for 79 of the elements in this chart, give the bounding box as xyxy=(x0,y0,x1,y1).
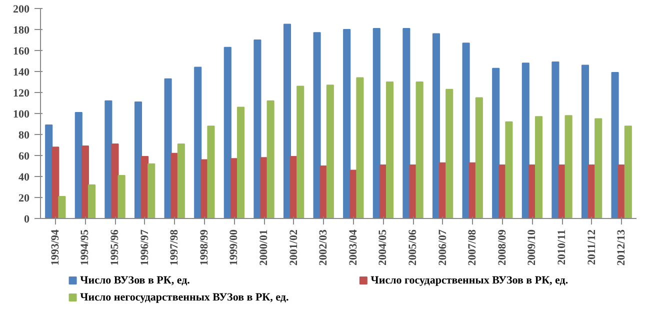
bar xyxy=(552,62,560,218)
bar xyxy=(207,126,215,218)
bar xyxy=(88,184,96,218)
bar xyxy=(194,66,202,218)
bar xyxy=(534,116,543,218)
bar xyxy=(283,24,292,218)
legend-label: Число государственных ВУЗов в РК, ед. xyxy=(370,274,568,286)
bar xyxy=(134,101,142,218)
x-tick-label: 1995/96 xyxy=(109,229,121,266)
x-tick-label: 1993/94 xyxy=(49,229,62,266)
y-tick-label: 100 xyxy=(13,108,30,120)
bar xyxy=(581,64,590,218)
bar xyxy=(74,112,82,218)
x-tick-label: 2001/02 xyxy=(288,229,300,266)
bar xyxy=(611,72,619,218)
bar xyxy=(177,143,185,218)
x-tick-label: 2004/05 xyxy=(377,229,390,266)
bar xyxy=(148,163,156,218)
bar xyxy=(492,68,500,218)
bar xyxy=(356,77,364,218)
x-tick-label: 2002/03 xyxy=(318,229,330,266)
x-tick-label: 1997/98 xyxy=(168,229,181,266)
bar xyxy=(266,100,274,218)
bar xyxy=(446,88,454,218)
legend-label: Число ВУЗов в РК, ед. xyxy=(80,274,190,286)
bar xyxy=(313,32,321,218)
bar xyxy=(52,146,60,218)
bar xyxy=(260,157,268,218)
legend-label: Число негосударственных ВУЗов в РК, ед. xyxy=(80,292,289,304)
bar xyxy=(564,115,572,218)
y-tick-label: 0 xyxy=(24,214,30,226)
bar xyxy=(475,97,483,218)
bar xyxy=(594,118,602,218)
x-tick-label: 2009/10 xyxy=(526,229,538,266)
bar xyxy=(254,40,262,218)
y-tick-label: 140 xyxy=(13,66,30,78)
bar xyxy=(462,42,470,218)
bar xyxy=(81,146,89,218)
x-tick-label: 1994/95 xyxy=(79,229,92,266)
y-tick-label: 80 xyxy=(18,130,30,142)
y-tick-label: 200 xyxy=(13,4,30,16)
x-tick-label: 1999/00 xyxy=(228,229,240,266)
bar xyxy=(416,82,424,218)
bar xyxy=(372,28,380,218)
y-tick-label: 180 xyxy=(13,24,30,36)
bar xyxy=(505,121,513,218)
y-tick-label: 60 xyxy=(18,150,30,162)
x-tick-label: 2008/09 xyxy=(496,229,508,266)
y-tick-label: 160 xyxy=(13,46,30,58)
x-tick-label: 2012/13 xyxy=(616,229,628,266)
x-tick-label: 2010/11 xyxy=(556,229,568,265)
x-tick-label: 2000/01 xyxy=(258,229,270,266)
bar xyxy=(402,28,410,218)
x-tick-label: 2006/07 xyxy=(436,229,449,266)
bar xyxy=(111,143,119,218)
x-tick-label: 1998/99 xyxy=(198,229,210,266)
bar xyxy=(164,78,172,218)
bar xyxy=(236,106,245,218)
bar xyxy=(522,62,530,218)
y-tick-label: 40 xyxy=(18,172,30,184)
x-tick-label: 2007/08 xyxy=(466,229,479,266)
bar xyxy=(409,164,417,218)
bar xyxy=(558,164,566,218)
bar xyxy=(118,174,126,218)
bar xyxy=(386,82,394,218)
bar xyxy=(296,86,304,218)
x-tick-label: 2011/12 xyxy=(586,229,598,265)
bar xyxy=(432,33,440,218)
x-tick-label: 2005/06 xyxy=(407,229,419,266)
bar xyxy=(58,196,66,218)
x-tick-label: 2003/04 xyxy=(347,229,360,266)
bar xyxy=(624,126,632,218)
bar xyxy=(326,84,334,218)
y-tick-label: 20 xyxy=(18,192,30,204)
bar xyxy=(343,29,351,218)
bar xyxy=(104,100,112,218)
x-tick-label: 1996/97 xyxy=(138,229,151,266)
bar xyxy=(224,46,232,218)
y-tick-label: 120 xyxy=(13,88,30,100)
